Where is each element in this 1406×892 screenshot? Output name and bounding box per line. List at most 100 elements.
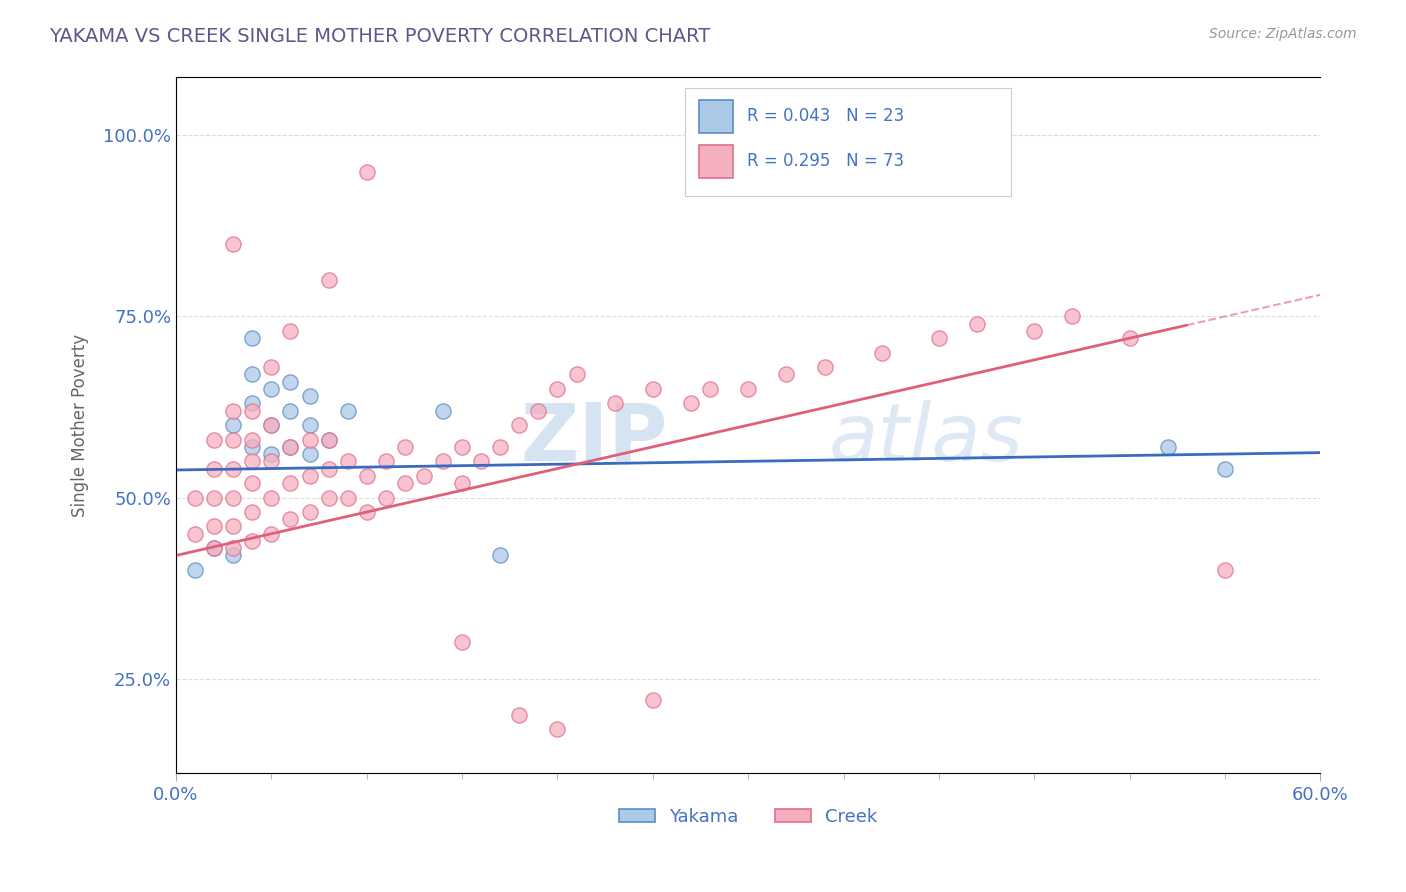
Point — [641, 693, 664, 707]
Point — [202, 433, 225, 447]
Point — [184, 491, 207, 505]
Point — [489, 440, 512, 454]
Point — [318, 433, 340, 447]
Point — [298, 418, 321, 433]
Point — [298, 389, 321, 403]
Point — [413, 468, 436, 483]
Point — [336, 491, 359, 505]
Point — [318, 491, 340, 505]
Point — [260, 526, 283, 541]
Point — [222, 491, 245, 505]
Point — [374, 454, 396, 468]
Point — [222, 403, 245, 417]
Point — [318, 461, 340, 475]
Point — [280, 324, 302, 338]
Point — [240, 440, 263, 454]
Point — [280, 403, 302, 417]
Point — [1024, 324, 1046, 338]
Point — [240, 454, 263, 468]
Point — [546, 382, 568, 396]
Point — [565, 368, 588, 382]
Point — [184, 526, 207, 541]
Point — [1118, 331, 1140, 345]
Point — [394, 440, 416, 454]
FancyBboxPatch shape — [685, 88, 1011, 195]
Point — [1062, 310, 1084, 324]
Point — [260, 418, 283, 433]
Point — [356, 164, 378, 178]
Point — [260, 491, 283, 505]
Point — [813, 360, 835, 375]
Point — [280, 375, 302, 389]
Point — [240, 505, 263, 519]
Point — [222, 461, 245, 475]
Point — [298, 505, 321, 519]
Text: YAKAMA VS CREEK SINGLE MOTHER POVERTY CORRELATION CHART: YAKAMA VS CREEK SINGLE MOTHER POVERTY CO… — [49, 27, 710, 45]
Point — [928, 331, 950, 345]
Point — [222, 433, 245, 447]
Point — [260, 447, 283, 461]
Point — [508, 418, 530, 433]
Y-axis label: Single Mother Poverty: Single Mother Poverty — [72, 334, 89, 516]
Point — [280, 440, 302, 454]
Point — [470, 454, 492, 468]
Point — [222, 541, 245, 556]
Point — [222, 519, 245, 533]
Point — [280, 440, 302, 454]
Point — [318, 273, 340, 287]
Point — [240, 403, 263, 417]
Point — [336, 403, 359, 417]
Point — [1213, 461, 1236, 475]
Point — [356, 505, 378, 519]
Point — [280, 476, 302, 491]
Point — [222, 418, 245, 433]
Point — [298, 468, 321, 483]
Text: Source: ZipAtlas.com: Source: ZipAtlas.com — [1209, 27, 1357, 41]
Point — [202, 541, 225, 556]
Point — [775, 368, 797, 382]
Point — [240, 533, 263, 548]
Point — [240, 331, 263, 345]
Text: R = 0.295   N = 73: R = 0.295 N = 73 — [747, 152, 904, 169]
Point — [184, 563, 207, 577]
Point — [641, 382, 664, 396]
Point — [298, 447, 321, 461]
Point — [240, 396, 263, 410]
Point — [966, 317, 988, 331]
Point — [240, 476, 263, 491]
Point — [699, 382, 721, 396]
Point — [679, 396, 702, 410]
Point — [240, 368, 263, 382]
Point — [202, 541, 225, 556]
Point — [318, 433, 340, 447]
Point — [298, 433, 321, 447]
Point — [202, 519, 225, 533]
Point — [202, 461, 225, 475]
Point — [432, 454, 454, 468]
Point — [394, 476, 416, 491]
Point — [1213, 563, 1236, 577]
Text: atlas: atlas — [828, 400, 1024, 478]
Point — [451, 635, 474, 649]
Point — [374, 491, 396, 505]
Legend: Yakama, Creek: Yakama, Creek — [612, 801, 884, 833]
Point — [508, 707, 530, 722]
Point — [489, 549, 512, 563]
Point — [737, 382, 759, 396]
Text: ZIP: ZIP — [520, 400, 668, 478]
Point — [222, 237, 245, 252]
Point — [260, 454, 283, 468]
Point — [1157, 440, 1180, 454]
Point — [451, 476, 474, 491]
Point — [527, 403, 550, 417]
Point — [260, 360, 283, 375]
Point — [222, 549, 245, 563]
Point — [603, 396, 626, 410]
FancyBboxPatch shape — [699, 100, 734, 133]
Point — [451, 440, 474, 454]
Point — [280, 512, 302, 526]
Point — [336, 454, 359, 468]
Point — [202, 491, 225, 505]
Text: R = 0.043   N = 23: R = 0.043 N = 23 — [747, 107, 904, 125]
Point — [260, 418, 283, 433]
